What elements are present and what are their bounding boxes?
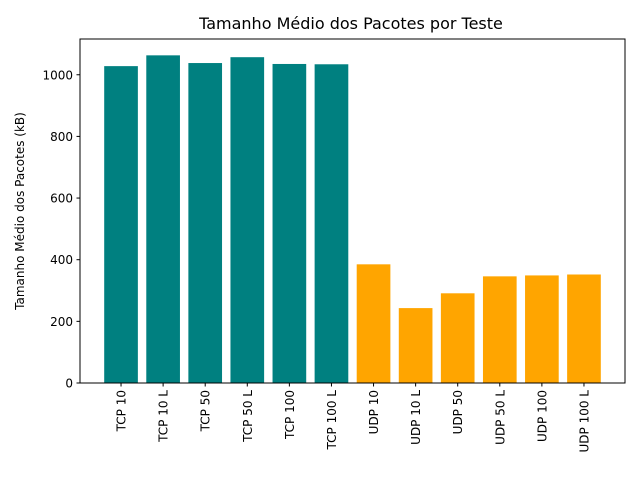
- x-tick-label: TCP 10 L: [157, 390, 171, 443]
- y-tick-label: 800: [50, 130, 73, 144]
- x-tick-label: UDP 50: [451, 390, 465, 434]
- x-tick-label: TCP 100: [283, 390, 297, 440]
- bar-tcp-100: [272, 63, 307, 383]
- x-tick-label: UDP 10 L: [409, 390, 423, 445]
- bar-udp-100: [525, 275, 559, 383]
- x-axis: TCP 10 TCP 10 L TCP 50 TCP 50 L TCP 100 TCP 1…: [115, 383, 591, 453]
- plot-frame: [79, 38, 626, 384]
- x-tick-label: UDP 50 L: [493, 390, 507, 445]
- y-tick-label: 200: [50, 315, 73, 329]
- x-tick-label: TCP 50: [199, 390, 213, 432]
- y-tick-label: 400: [50, 253, 73, 267]
- y-axis: 0 200 400 600 800 1000: [42, 68, 80, 391]
- x-tick-label: TCP 50 L: [241, 390, 255, 443]
- y-tick-label: 1000: [42, 68, 73, 82]
- x-tick-label: TCP 100 L: [325, 390, 339, 451]
- bar-tcp-10: [104, 66, 138, 383]
- bar-udp-10: [356, 264, 391, 383]
- bar-udp-50: [440, 293, 475, 383]
- chart-title: Tamanho Médio dos Pacotes por Teste: [198, 14, 503, 33]
- bar-udp-50-l: [482, 276, 517, 383]
- x-tick-label: TCP 10: [115, 390, 129, 432]
- bar-tcp-10-l: [146, 55, 180, 384]
- x-tick-label: UDP 100 L: [577, 390, 591, 453]
- bar-tcp-100-l: [314, 64, 349, 383]
- bars-group: [104, 55, 601, 384]
- bar-udp-100-l: [567, 274, 601, 383]
- y-tick-label: 0: [65, 377, 73, 391]
- x-tick-label: UDP 100: [535, 390, 549, 442]
- y-tick-label: 600: [50, 192, 73, 206]
- bar-tcp-50: [188, 63, 223, 384]
- x-tick-label: UDP 10: [367, 390, 381, 434]
- y-axis-title: Tamanho Médio dos Pacotes (kB): [13, 112, 27, 311]
- bar-udp-10-l: [398, 308, 433, 383]
- bar-tcp-50-l: [230, 57, 265, 384]
